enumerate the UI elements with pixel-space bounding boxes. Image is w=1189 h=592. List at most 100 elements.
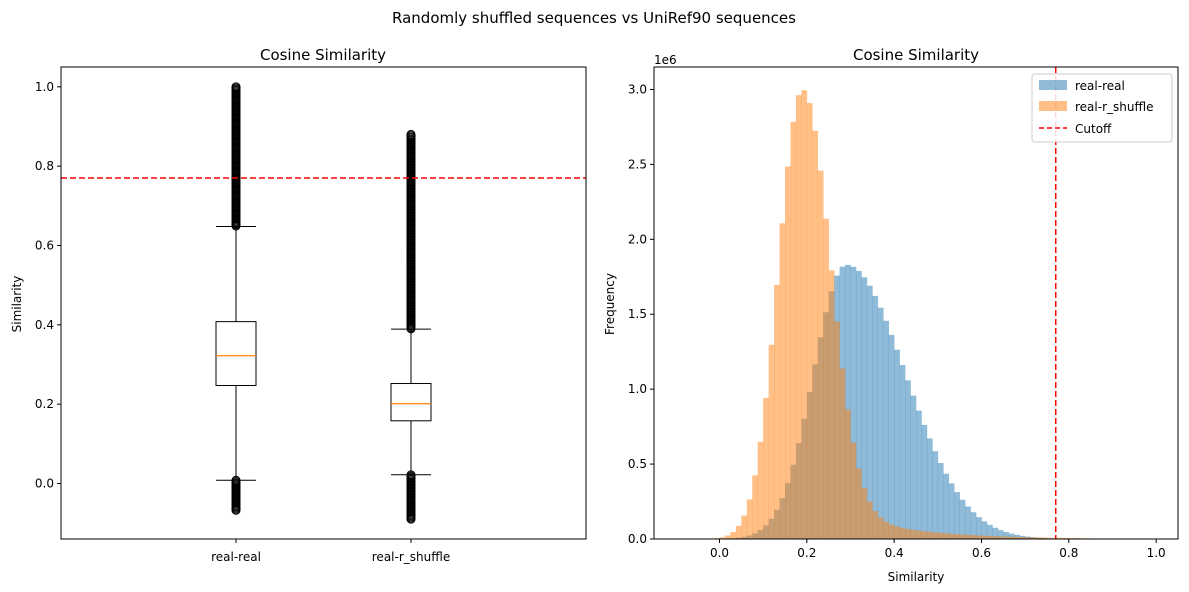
histogram-bar <box>790 121 797 539</box>
histogram-x-axis-label: Similarity <box>888 570 945 584</box>
histogram-bar <box>861 487 868 539</box>
histogram-bar <box>937 532 944 539</box>
histogram-bar <box>828 270 835 539</box>
histogram-bar <box>866 285 873 539</box>
histogram-bar <box>724 535 731 539</box>
histogram-bar <box>817 170 824 539</box>
histogram-bar <box>888 334 895 539</box>
histogram-bar <box>1008 533 1015 539</box>
histogram-bar <box>888 524 895 539</box>
histogram-bar <box>932 451 939 539</box>
histogram-y-tick-label: 0.5 <box>628 457 647 471</box>
histogram-bar <box>877 517 884 539</box>
histogram-bar <box>730 532 737 539</box>
boxplot-y-axis-label: Similarity <box>10 276 24 333</box>
histogram-bar <box>768 344 775 539</box>
boxplot-y-tick-label: 1.0 <box>35 80 54 94</box>
boxplot-flier-low <box>406 514 416 524</box>
boxplot-y-tick-label: 0.2 <box>35 397 54 411</box>
boxplot-plot-area: 0.0 0.2 0.4 0.6 0.8 1.0 real-real real-r_shuffl… <box>35 80 586 564</box>
histogram-y-tick-label: 0.0 <box>628 532 647 546</box>
histogram-bar <box>1003 536 1010 539</box>
histogram-bar <box>872 511 879 539</box>
histogram-bar <box>719 537 726 539</box>
histogram-bar <box>954 492 960 539</box>
histogram-bar <box>785 166 791 539</box>
histogram-bar <box>801 90 808 540</box>
histogram-bar <box>986 535 993 539</box>
histogram-x-tick-label: 1.0 <box>1147 546 1166 560</box>
histogram-x-tick-label: 0.6 <box>972 546 991 560</box>
histogram-series-real-r-shuffle <box>708 90 1091 540</box>
histogram-y-tick-label: 3.0 <box>628 82 647 96</box>
histogram-bar <box>948 533 955 539</box>
histogram-bar <box>916 530 922 539</box>
boxplot-title: Cosine Similarity <box>260 46 386 64</box>
histogram-bar <box>954 534 960 539</box>
boxplot-category-label: real-real <box>211 550 261 564</box>
histogram-y-tick-label: 2.0 <box>628 232 647 246</box>
histogram-plot-area: 0.0 0.2 0.4 0.6 0.8 1.0 0.0 0.5 1.0 1.5 2.0 2.5 3.0 <box>628 67 1166 560</box>
histogram-bar <box>795 95 802 539</box>
histogram-bar <box>850 266 857 539</box>
boxplot-y-tick-label: 0.0 <box>35 476 54 490</box>
histogram-bar <box>894 349 900 539</box>
legend-label-real-real: real-real <box>1075 79 1125 93</box>
histogram-bar <box>839 368 846 539</box>
histogram-x-tick-label: 0.4 <box>885 546 904 560</box>
histogram-bar <box>883 521 890 539</box>
histogram-bar <box>1030 537 1037 539</box>
histogram-bar <box>855 468 862 539</box>
histogram-bar <box>976 517 982 539</box>
histogram-bar <box>834 321 840 539</box>
histogram-bar <box>926 438 933 539</box>
histogram-bar <box>806 103 813 540</box>
histogram-bar <box>1041 537 1048 539</box>
histogram-x-tick-label: 0.8 <box>1059 546 1078 560</box>
histogram-bar <box>965 534 971 539</box>
histogram-bar <box>883 320 890 539</box>
histogram-bar <box>921 531 928 539</box>
histogram-bar <box>741 515 748 539</box>
histogram-bar <box>921 424 928 539</box>
histogram-bar <box>763 397 769 539</box>
histogram-panel: Cosine Similarity 1e6 Frequency Similari… <box>603 46 1179 584</box>
histogram-bar <box>1036 537 1042 539</box>
histogram-bar <box>1047 537 1053 539</box>
legend-label-cutoff: Cutoff <box>1075 122 1112 136</box>
histogram-legend: real-real real-r_shuffle Cutoff <box>1031 73 1173 143</box>
histogram-bar <box>992 536 999 539</box>
histogram-bar <box>872 295 879 539</box>
histogram-bar <box>866 501 873 539</box>
histogram-bar <box>948 483 955 539</box>
histogram-y-tick-label: 1.5 <box>628 307 647 321</box>
histogram-bar <box>899 527 906 539</box>
histogram-bar <box>905 528 911 539</box>
histogram-bar <box>894 526 900 539</box>
histogram-bar <box>845 264 851 539</box>
histogram-bar <box>1014 536 1021 539</box>
histogram-bar <box>779 223 786 540</box>
histogram-title: Cosine Similarity <box>853 46 979 64</box>
histogram-bar <box>926 531 933 539</box>
histogram-x-tick-label: 0.0 <box>710 546 729 560</box>
histogram-bar <box>932 532 939 539</box>
figure-suptitle: Randomly shuffled sequences vs UniRef90 … <box>392 9 796 27</box>
histogram-x-tick-label: 0.2 <box>797 546 816 560</box>
histogram-bar <box>910 529 917 539</box>
legend-label-real-r-shuffle: real-r_shuffle <box>1075 100 1153 114</box>
legend-box <box>1031 73 1173 143</box>
histogram-bar <box>746 499 753 539</box>
histogram-bar <box>937 462 944 539</box>
histogram-bar <box>997 530 1004 539</box>
histogram-bar <box>774 284 780 539</box>
boxplot-y-tick-label: 0.6 <box>35 238 54 252</box>
histogram-bar <box>976 535 982 539</box>
histogram-bar <box>1019 537 1026 539</box>
histogram-bar <box>997 536 1004 539</box>
boxplot-box <box>390 383 432 422</box>
histogram-bar <box>1057 537 1064 539</box>
histogram-bar <box>959 499 966 539</box>
boxplot-box <box>215 321 257 387</box>
